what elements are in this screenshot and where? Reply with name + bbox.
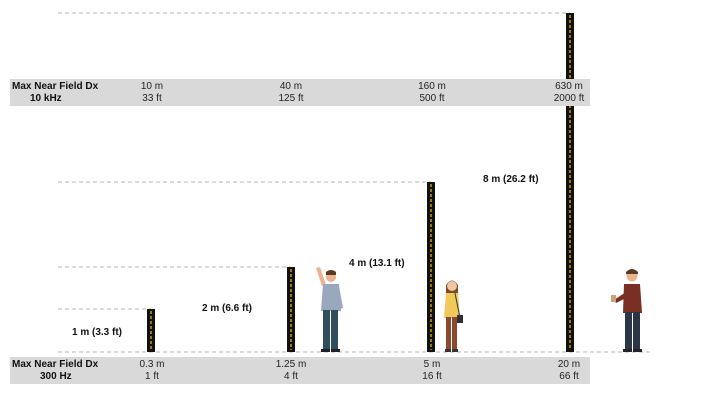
bottom-value-2-metric: 1.25 m bbox=[275, 359, 307, 370]
height-label-1m: 1 m (3.3 ft) bbox=[72, 327, 123, 338]
antenna-post-8m bbox=[566, 13, 574, 352]
top-info-band bbox=[10, 79, 590, 106]
top-band-value-3: 160 m 500 ft bbox=[392, 81, 472, 105]
top-band-frequency: 10 kHz bbox=[30, 93, 62, 104]
bottom-info-band bbox=[10, 357, 590, 384]
top-value-1-imperial: 33 ft bbox=[142, 93, 162, 104]
top-value-3-metric: 160 m bbox=[418, 81, 446, 92]
top-value-4-imperial: 2000 ft bbox=[553, 93, 585, 104]
top-band-value-4: 630 m 2000 ft bbox=[529, 81, 609, 105]
height-label-4m: 4 m (13.1 ft) bbox=[349, 258, 405, 269]
antenna-post-1m bbox=[147, 309, 155, 352]
bottom-band-value-3: 5 m 16 ft bbox=[392, 359, 472, 383]
height-label-2m: 2 m (6.6 ft) bbox=[202, 303, 253, 314]
bottom-value-3-imperial: 16 ft bbox=[422, 371, 442, 382]
bottom-value-1-imperial: 1 ft bbox=[145, 371, 159, 382]
bottom-band-label: Max Near Field Dx 300 Hz bbox=[12, 359, 98, 383]
top-band-value-2: 40 m 125 ft bbox=[251, 81, 331, 105]
antenna-post-4m bbox=[427, 182, 435, 352]
top-band-value-1: 10 m 33 ft bbox=[112, 81, 192, 105]
bottom-band-label-line1: Max Near Field Dx bbox=[12, 359, 99, 370]
man-with-cup-figure bbox=[611, 269, 642, 352]
top-value-1-metric: 10 m bbox=[140, 81, 164, 92]
bottom-value-3-metric: 5 m bbox=[423, 359, 441, 370]
bottom-value-1-metric: 0.3 m bbox=[139, 359, 165, 370]
bottom-value-2-imperial: 4 ft bbox=[284, 371, 298, 382]
bottom-band-frequency: 300 Hz bbox=[40, 371, 72, 382]
bottom-value-4-imperial: 66 ft bbox=[559, 371, 579, 382]
height-label-8m: 8 m (26.2 ft) bbox=[483, 174, 539, 185]
bottom-band-value-1: 0.3 m 1 ft bbox=[112, 359, 192, 383]
woman-figure bbox=[444, 280, 463, 352]
bottom-value-4-metric: 20 m bbox=[557, 359, 581, 370]
bottom-band-value-2: 1.25 m 4 ft bbox=[251, 359, 331, 383]
antenna-post-2m bbox=[287, 267, 295, 352]
bottom-band-value-4: 20 m 66 ft bbox=[529, 359, 609, 383]
top-value-2-metric: 40 m bbox=[279, 81, 303, 92]
waving-man-figure bbox=[316, 267, 343, 352]
top-band-label: Max Near Field Dx 10 kHz bbox=[12, 81, 98, 105]
top-band-label-line1: Max Near Field Dx bbox=[12, 81, 99, 92]
top-value-2-imperial: 125 ft bbox=[278, 93, 304, 104]
top-value-4-metric: 630 m bbox=[555, 81, 583, 92]
top-value-3-imperial: 500 ft bbox=[419, 93, 445, 104]
